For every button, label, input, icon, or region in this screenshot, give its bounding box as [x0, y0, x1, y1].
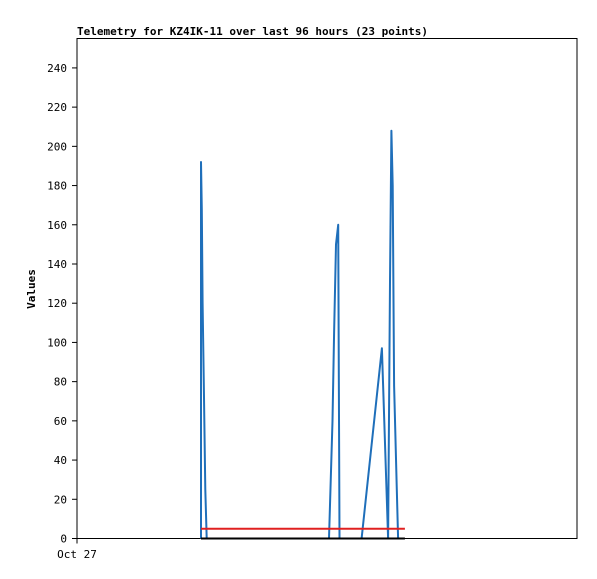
x-axis-ticks: Oct 27: [57, 538, 97, 561]
y-tick-label: 0: [60, 533, 67, 546]
y-tick-label: 200: [47, 140, 67, 153]
y-tick-label: 100: [47, 336, 67, 349]
plot-area: [76, 38, 578, 539]
y-tick-label: 220: [47, 101, 67, 114]
y-tick-label: 20: [54, 493, 67, 506]
series-line-1: [200, 129, 400, 540]
y-tick-label: 80: [54, 376, 67, 389]
y-tick-label: 60: [54, 415, 67, 428]
x-tick-label: Oct 27: [57, 548, 97, 561]
y-axis-label: Values: [25, 269, 38, 309]
y-tick-label: 160: [47, 219, 67, 232]
y-tick-label: 240: [47, 62, 67, 75]
y-tick-label: 120: [47, 297, 67, 310]
chart-title: Telemetry for KZ4IK-11 over last 96 hour…: [77, 25, 428, 38]
y-tick-label: 40: [54, 454, 67, 467]
y-tick-label: 140: [47, 258, 67, 271]
y-axis-ticks: 0 20 40 60 80 100 120 140 160 180 200 220 240: [47, 62, 77, 546]
y-tick-label: 180: [47, 180, 67, 193]
series-layer: [200, 129, 405, 540]
